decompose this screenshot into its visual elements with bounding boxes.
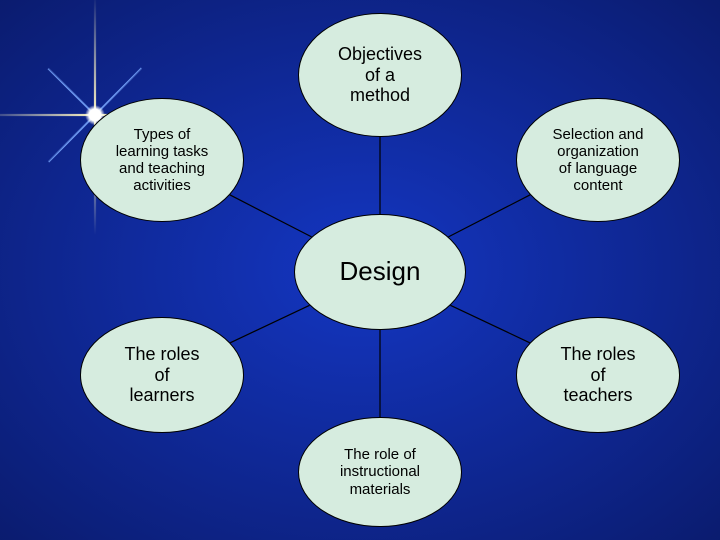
- node-tasks: Types oflearning tasksand teachingactivi…: [80, 98, 244, 222]
- connector-line: [450, 305, 529, 343]
- node-teachers: The rolesofteachers: [516, 317, 680, 433]
- node-label: Selection andorganizationof languagecont…: [553, 126, 644, 195]
- node-label: Design: [340, 257, 421, 287]
- node-learners: The rolesoflearners: [80, 317, 244, 433]
- node-materials: The role ofinstructionalmaterials: [298, 417, 462, 527]
- node-label: Types oflearning tasksand teachingactivi…: [116, 126, 209, 195]
- connector-line: [230, 305, 309, 343]
- connector-line: [230, 195, 312, 237]
- diagram-stage: Design Objectivesof amethod Selection ando…: [0, 0, 720, 540]
- center-node-design: Design: [294, 214, 466, 330]
- node-label: The rolesoflearners: [124, 344, 199, 406]
- node-label: The role ofinstructionalmaterials: [340, 446, 420, 498]
- node-label: The rolesofteachers: [560, 344, 635, 406]
- node-objectives: Objectivesof amethod: [298, 13, 462, 137]
- connector-line: [448, 195, 530, 237]
- node-selection: Selection andorganizationof languagecont…: [516, 98, 680, 222]
- node-label: Objectivesof amethod: [338, 44, 422, 106]
